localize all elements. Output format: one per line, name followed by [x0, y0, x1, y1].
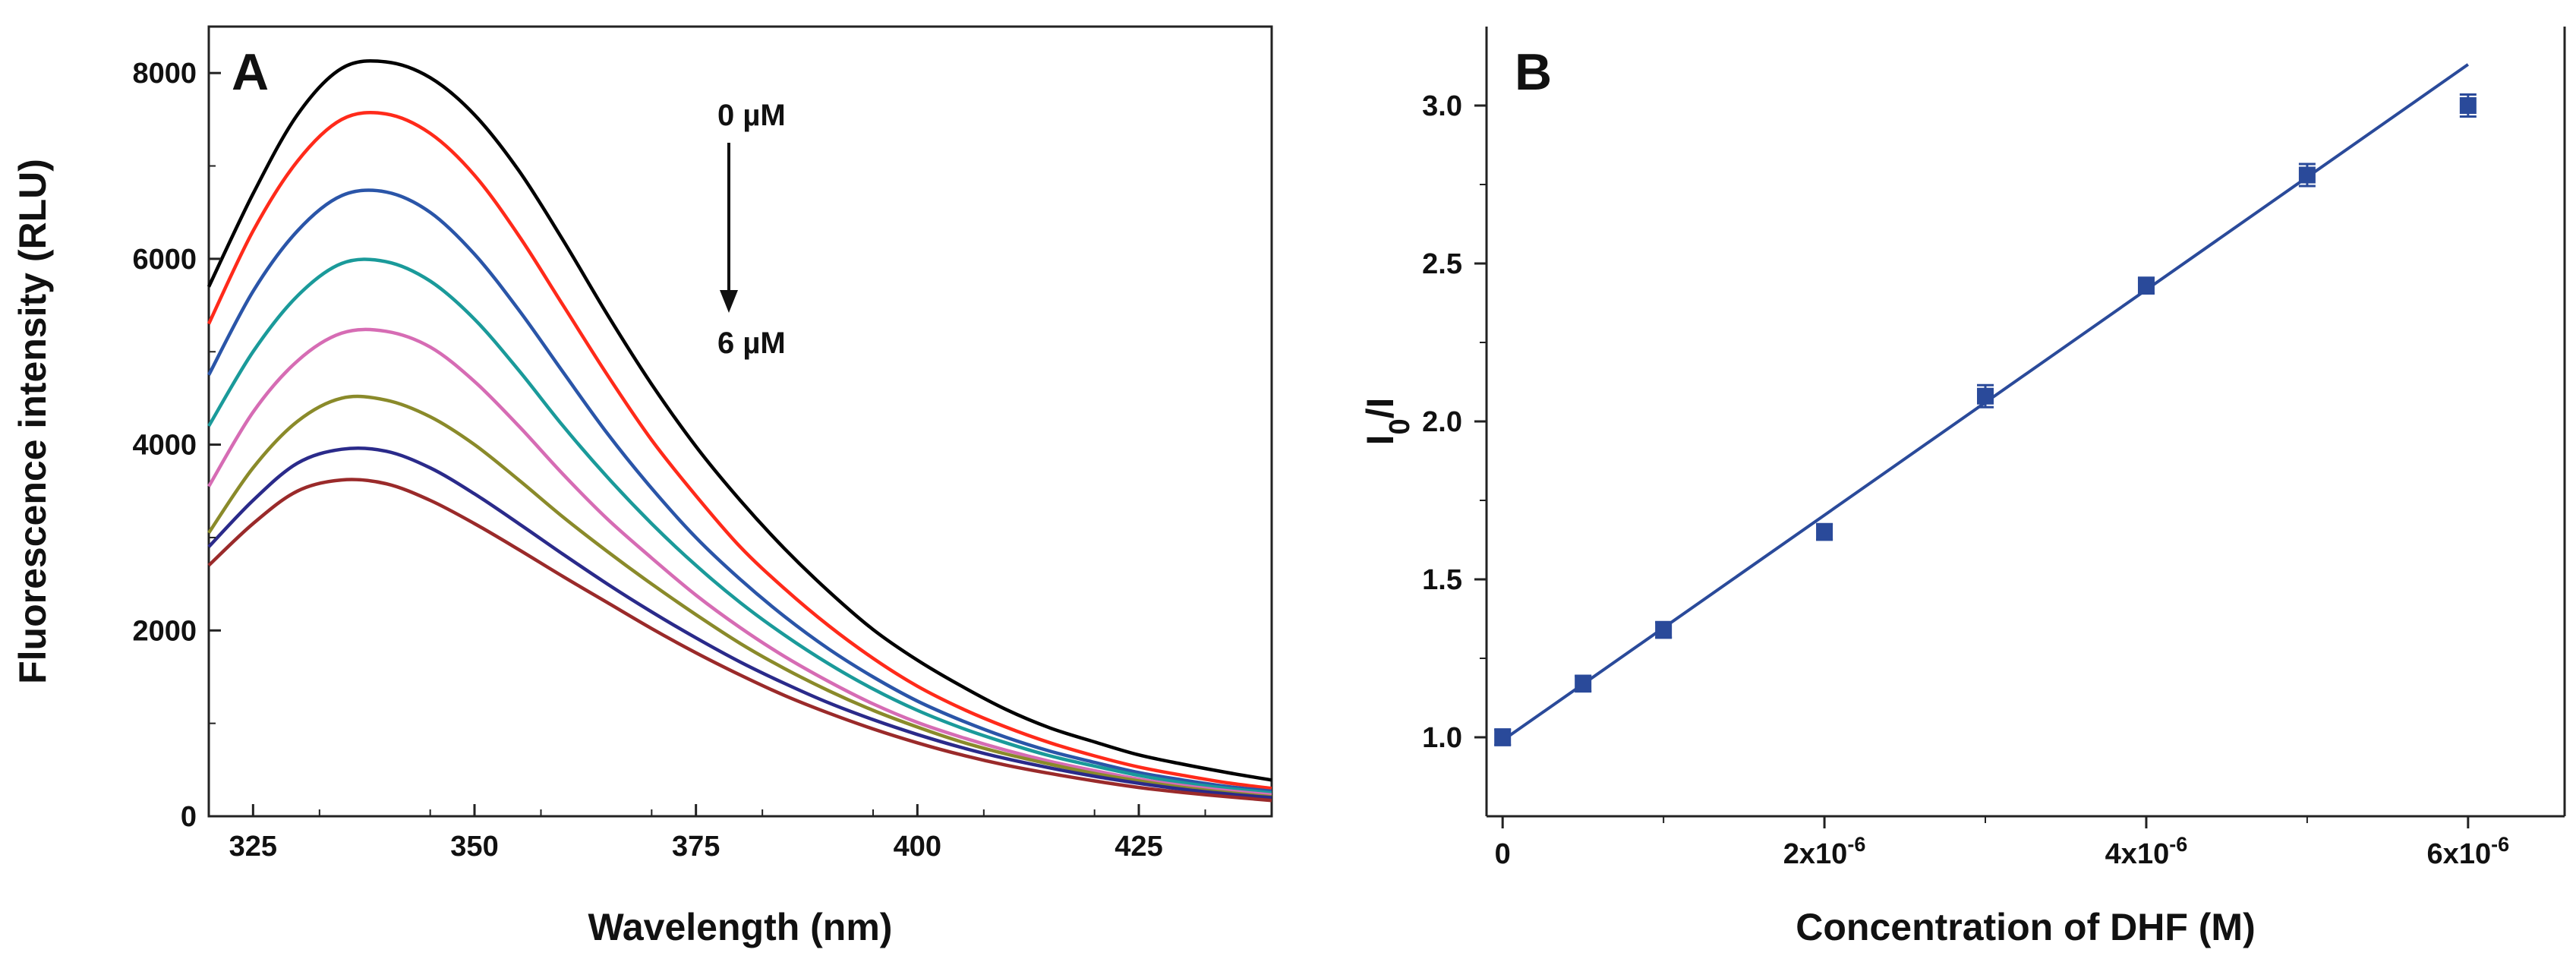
point-marker [1494, 729, 1512, 746]
x-tick-label: 2x10-6 [1783, 833, 1866, 870]
x-tick-label: 425 [1115, 831, 1162, 863]
panel-b-label: B [1515, 43, 1552, 101]
panel-a-x-axis-title: Wavelength (nm) [588, 906, 893, 948]
spectrum-line-6 [207, 394, 1272, 799]
y-tick-label: 2.5 [1422, 248, 1462, 280]
panel-a-curves [207, 59, 1272, 803]
point-marker [2459, 97, 2477, 114]
point-marker [1655, 621, 1673, 639]
annotation-start-label: 0 µM [717, 99, 786, 132]
data-point [2298, 162, 2316, 188]
data-point [1816, 522, 1833, 541]
panel-a-label: A [232, 43, 269, 101]
panel-a-plot-frame [207, 25, 1273, 818]
y-tick-label: 2000 [132, 615, 197, 647]
x-tick-label: 400 [894, 831, 941, 863]
data-point [2459, 93, 2477, 118]
panel-b: 0 2x10-6 4x10-6 6x10-6 1.0 1.5 2.0 2.5 3.0 B Co… [1359, 27, 2566, 948]
data-point [1655, 620, 1673, 639]
y-title-rest: /I [1359, 398, 1402, 419]
spectrum-line-7 [207, 446, 1272, 800]
annotation-end-label: 6 µM [717, 327, 786, 360]
y-tick-label: 4000 [132, 430, 197, 462]
y-title-sub: 0 [1384, 418, 1416, 434]
point-marker [2298, 166, 2316, 184]
y-tick-label: 6000 [132, 244, 197, 276]
x-tick-label: 350 [450, 831, 498, 863]
spectrum-line-4 [207, 257, 1272, 795]
point-marker [1816, 523, 1833, 541]
data-point [1494, 728, 1512, 746]
x-tick-label: 4x10-6 [2105, 833, 2188, 870]
y-tick-label: 3.0 [1422, 90, 1462, 122]
panel-a-y-axis-title: Fluorescence intensity (RLU) [11, 159, 54, 684]
y-tick-label: 8000 [132, 58, 197, 90]
y-tick-label: 1.5 [1422, 564, 1462, 596]
y-tick-label: 1.0 [1422, 722, 1462, 754]
panel-a-y-ticks: 0 2000 4000 6000 8000 [132, 58, 221, 833]
data-point [1575, 674, 1592, 693]
y-title-main: I [1359, 435, 1402, 446]
data-point [2137, 276, 2155, 295]
x-tick-label: 375 [672, 831, 720, 863]
spectrum-line-3 [207, 188, 1272, 793]
panel-a-x-ticks: 325 350 375 400 425 [208, 804, 1206, 863]
point-marker [1575, 675, 1592, 692]
x-tick-label: 6x10-6 [2427, 833, 2510, 870]
x-tick-label: 325 [229, 831, 277, 863]
panel-b-points [1494, 93, 2477, 746]
panel-b-y-ticks: 1.0 1.5 2.0 2.5 3.0 [1422, 90, 1487, 754]
point-marker [1977, 387, 1994, 405]
panel-a: 325 350 375 400 425 0 2000 4000 6000 8000 A Wave… [11, 25, 1273, 948]
x-tick-label: 0 [1495, 838, 1511, 870]
y-tick-label: 0 [181, 801, 197, 833]
spectrum-line-5 [207, 327, 1272, 797]
point-marker [2137, 277, 2155, 295]
panel-b-x-axis-title: Concentration of DHF (M) [1796, 906, 2255, 948]
spectrum-line-8 [207, 478, 1272, 803]
annotation-arrow-head [720, 290, 738, 313]
panel-b-y-axis-title: I0/I [1359, 398, 1416, 446]
y-tick-label: 2.0 [1422, 406, 1462, 438]
panel-b-x-ticks: 0 2x10-6 4x10-6 6x10-6 [1495, 816, 2509, 870]
spectrum-line-2 [207, 111, 1272, 790]
spectrum-line-1 [207, 59, 1272, 782]
data-point [1977, 383, 1994, 409]
